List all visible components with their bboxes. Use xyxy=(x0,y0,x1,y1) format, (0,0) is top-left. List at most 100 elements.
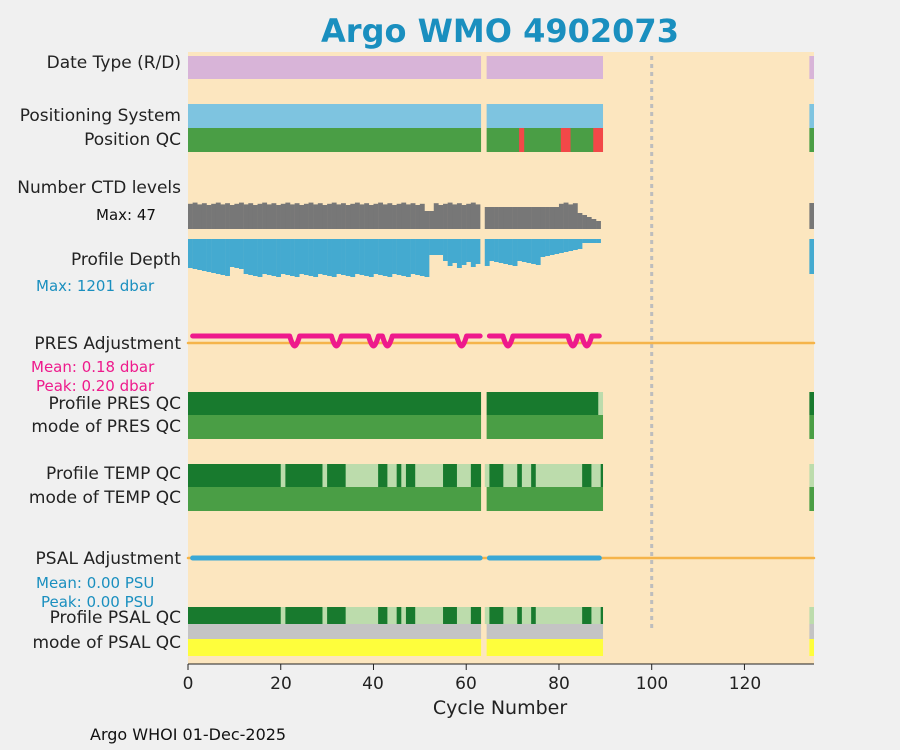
profile-psal-qc-light xyxy=(401,607,406,624)
depth-bar xyxy=(290,239,295,276)
ctd-level-bar xyxy=(392,205,397,229)
depth-bar xyxy=(424,239,430,277)
psal-qc-grey-band-last xyxy=(809,624,814,639)
ctd-level-bar xyxy=(345,205,351,229)
profile-pres-qc-strip xyxy=(486,392,599,415)
ctd-level-bar xyxy=(396,203,402,229)
depth-bar xyxy=(498,239,504,263)
ctd-level-bar xyxy=(308,202,314,229)
profile-temp-qc-light xyxy=(280,464,286,487)
depth-bar xyxy=(558,239,564,253)
ctd-level-bar xyxy=(438,205,444,229)
depth-bar xyxy=(517,239,523,261)
ctd-level-bar xyxy=(359,204,365,229)
depth-bar xyxy=(206,239,212,272)
position-qc-bad xyxy=(597,128,604,152)
ctd-level-bar xyxy=(373,203,379,229)
date-type-strip-last xyxy=(809,56,814,79)
profile-psal-qc-light xyxy=(591,607,601,624)
mode-temp-qc-strip xyxy=(188,487,482,511)
depth-bar xyxy=(521,239,527,262)
ctd-level-bar xyxy=(252,205,258,229)
depth-bar xyxy=(211,239,217,273)
depth-bar xyxy=(443,239,448,261)
ctd-level-bar xyxy=(507,207,513,229)
depth-bar xyxy=(433,239,439,255)
ctd-level-bar xyxy=(331,202,337,229)
ctd-level-bar xyxy=(596,221,601,229)
profile-psal-qc-light xyxy=(521,607,532,624)
depth-bar xyxy=(563,239,569,252)
row-label-mode-temp-qc: mode of TEMP QC xyxy=(28,488,181,508)
depth-bar xyxy=(577,239,583,249)
depth-bar xyxy=(248,239,254,275)
profile-temp-qc-light xyxy=(401,464,406,487)
profile-psal-qc-light xyxy=(456,607,471,624)
ctd-level-bar xyxy=(484,207,490,229)
depth-bar xyxy=(387,239,393,277)
ctd-level-bar xyxy=(489,207,495,229)
depth-bar xyxy=(507,239,513,265)
ctd-level-bar xyxy=(572,203,578,229)
ctd-level-bar xyxy=(234,203,240,229)
ctd-level-bar xyxy=(433,203,439,229)
ctd-level-bar xyxy=(563,202,569,229)
ctd-level-bar xyxy=(327,203,332,229)
psal-peak-annotation: Peak: 0.00 PSU xyxy=(41,593,155,611)
ctd-level-bar xyxy=(558,203,564,229)
ctd-level-bar xyxy=(415,205,421,229)
profile-temp-qc-light xyxy=(503,464,518,487)
profile-pres-qc-light xyxy=(598,392,604,415)
depth-bar xyxy=(317,239,323,274)
depth-bar xyxy=(470,239,476,267)
depth-bar xyxy=(197,239,203,270)
depth-max-annotation: Max: 1201 dbar xyxy=(36,277,155,295)
psal-qc-grey-band xyxy=(188,624,482,639)
ctd-level-bar xyxy=(368,205,374,229)
depth-bar xyxy=(373,239,379,274)
depth-bar xyxy=(225,239,230,276)
profile-temp-qc-light xyxy=(345,464,379,487)
depth-bar xyxy=(331,239,337,277)
mode-psal-qc-strip-last xyxy=(809,639,814,656)
ctd-level-bar xyxy=(517,207,523,229)
ctd-level-bar xyxy=(313,204,319,229)
profile-pres-qc-last xyxy=(809,392,814,415)
position-qc-bad xyxy=(565,128,571,152)
profile-psal-qc-light xyxy=(415,607,444,624)
ctd-level-bar xyxy=(540,207,546,229)
ctd-level-bar xyxy=(521,207,527,229)
depth-bar xyxy=(452,239,458,263)
profile-psal-qc-light xyxy=(535,607,583,624)
mode-psal-qc-strip xyxy=(486,639,604,656)
date-type-strip xyxy=(486,56,604,79)
ctd-level-bar xyxy=(405,204,411,229)
ctd-level-bar xyxy=(262,202,268,229)
ctd-level-bar xyxy=(582,215,588,229)
ctd-level-bar xyxy=(354,202,360,229)
depth-bar xyxy=(201,239,207,271)
ctd-level-bar xyxy=(410,203,416,229)
ctd-level-bar xyxy=(429,211,434,229)
ctd-level-bar xyxy=(512,207,518,229)
depth-bar xyxy=(484,239,490,266)
profile-temp-qc-light xyxy=(484,464,490,487)
profile-psal-qc-light xyxy=(503,607,518,624)
x-tick-label: 80 xyxy=(548,674,570,694)
depth-bar xyxy=(345,239,351,276)
ctd-level-bar xyxy=(591,219,597,229)
depth-bar xyxy=(303,239,309,275)
mode-pres-qc-strip-last xyxy=(809,415,814,439)
depth-bar xyxy=(341,239,346,275)
ctd-level-bar xyxy=(248,203,254,229)
depth-bar xyxy=(276,239,281,277)
depth-bar xyxy=(215,239,221,274)
ctd-level-bar xyxy=(809,203,814,229)
depth-bar xyxy=(438,239,444,255)
mode-pres-qc-strip xyxy=(486,415,604,439)
ctd-level-bar xyxy=(387,203,393,229)
depth-bar xyxy=(188,239,193,268)
row-label-positioning: Positioning System xyxy=(19,106,181,126)
ctd-level-bar xyxy=(285,202,291,229)
mode-temp-qc-strip xyxy=(486,487,604,511)
